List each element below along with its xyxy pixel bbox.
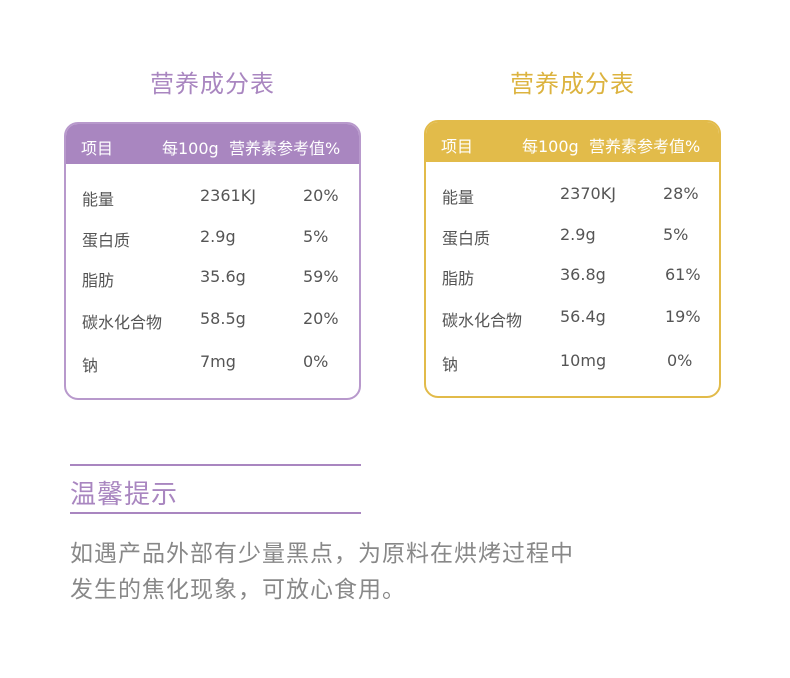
row-value: 36.8g [560,265,606,284]
row-name: 蛋白质 [82,231,131,250]
row-value: 2370KJ [560,184,616,203]
row-value: 2361KJ [200,186,256,205]
row-nrv: 5% [663,225,689,244]
row-nrv: 20% [303,309,339,328]
table-row: 脂肪 36.8g 61% [426,265,719,289]
row-nrv: 20% [303,186,339,205]
table-header: 项目 每100g 营养素参考值% [66,124,359,164]
panel-title: 营养成分表 [510,70,635,98]
table-row: 脂肪 35.6g 59% [66,267,359,291]
row-name: 碳水化合物 [442,311,523,330]
panel-title: 营养成分表 [150,70,275,98]
table-header: 项目 每100g 营养素参考值% [426,122,719,162]
row-name: 蛋白质 [442,229,491,248]
header-item: 项目 [441,137,474,156]
header-nrv: 营养素参考值% [589,137,701,156]
row-nrv: 61% [665,265,701,284]
table-row: 蛋白质 2.9g 5% [426,225,719,249]
table-row: 蛋白质 2.9g 5% [66,227,359,251]
row-name: 钠 [82,356,99,375]
table-row: 钠 10mg 0% [426,351,719,375]
tip-line: 如遇产品外部有少量黑点，为原料在烘烤过程中 [70,541,574,567]
tip-divider-bottom [70,512,361,514]
row-nrv: 19% [665,307,701,326]
row-value: 2.9g [560,225,596,244]
header-per100g: 每100g [522,137,579,156]
header-nrv: 营养素参考值% [229,139,341,158]
tip-divider-top [70,464,361,466]
header-per100g: 每100g [162,139,219,158]
nutrition-table: 项目 每100g 营养素参考值% 能量 2361KJ 20% 蛋白质 2.9g … [64,122,361,400]
row-name: 脂肪 [442,269,475,288]
row-value: 35.6g [200,267,246,286]
row-nrv: 59% [303,267,339,286]
nutrition-panel-yellow: 营养成分表 项目 每100g 营养素参考值% 能量 2370KJ 28% 蛋白质… [424,0,721,410]
table-row: 钠 7mg 0% [66,352,359,376]
row-nrv: 5% [303,227,329,246]
nutrition-panel-purple: 营养成分表 项目 每100g 营养素参考值% 能量 2361KJ 20% 蛋白质… [64,0,361,410]
table-row: 碳水化合物 58.5g 20% [66,309,359,333]
row-name: 能量 [442,188,475,207]
row-value: 7mg [200,352,236,371]
row-value: 10mg [560,351,607,370]
row-value: 2.9g [200,227,236,246]
row-name: 碳水化合物 [82,313,163,332]
row-nrv: 28% [663,184,699,203]
nutrition-table: 项目 每100g 营养素参考值% 能量 2370KJ 28% 蛋白质 2.9g … [424,120,721,398]
row-nrv: 0% [667,351,693,370]
row-name: 钠 [442,355,459,374]
tip-title: 温馨提示 [70,480,179,510]
header-item: 项目 [81,139,114,158]
row-value: 56.4g [560,307,606,326]
row-value: 58.5g [200,309,246,328]
row-nrv: 0% [303,352,329,371]
tip-line: 发生的焦化现象，可放心食用。 [70,577,406,603]
table-row: 碳水化合物 56.4g 19% [426,307,719,331]
row-name: 脂肪 [82,271,115,290]
table-row: 能量 2370KJ 28% [426,184,719,208]
row-name: 能量 [82,190,115,209]
tip-text: 如遇产品外部有少量黑点，为原料在烘烤过程中 发生的焦化现象，可放心食用。 [70,536,574,608]
table-row: 能量 2361KJ 20% [66,186,359,210]
